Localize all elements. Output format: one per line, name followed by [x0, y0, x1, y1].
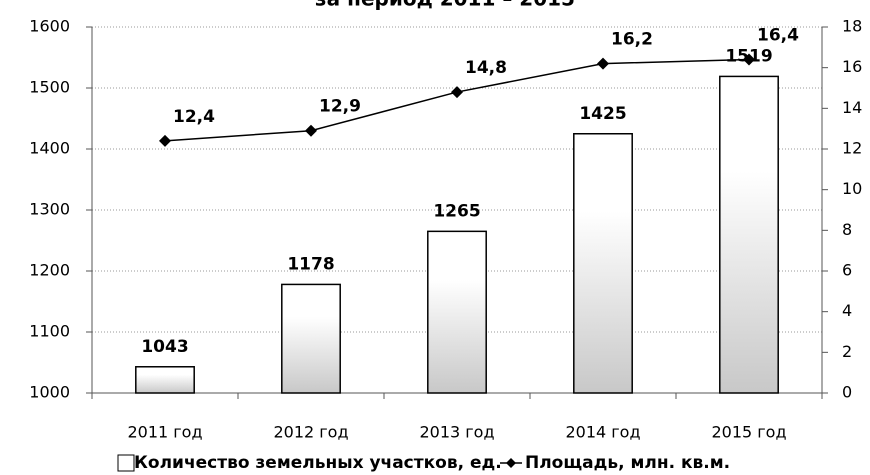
data-label: 1265	[433, 201, 480, 221]
y2-tick-label: 4	[842, 301, 852, 320]
y2-tick-label: 18	[842, 17, 862, 36]
data-label: 16,4	[757, 26, 799, 46]
marker	[159, 134, 171, 147]
legend-label: Количество земельных участков, ед.	[134, 453, 502, 473]
y-tick-label: 1100	[29, 322, 70, 341]
line	[164, 58, 750, 142]
y2-tick-label: 12	[842, 139, 862, 158]
y2-tick-label: 0	[842, 383, 852, 402]
y-tick-label: 1200	[29, 261, 70, 280]
data-label: 14,8	[465, 58, 507, 78]
marker	[451, 86, 463, 99]
data-label: 16,2	[611, 30, 653, 50]
data-label: 1178	[287, 254, 334, 274]
y2-tick-label: 16	[842, 57, 862, 76]
x-tick-label: 2011 год	[127, 423, 202, 442]
y2-tick-label: 2	[842, 342, 852, 361]
marker	[305, 124, 317, 137]
y-tick-label: 1500	[29, 78, 70, 97]
bar	[135, 366, 195, 394]
legend-swatch	[117, 454, 135, 472]
data-label: 12,4	[173, 107, 215, 127]
legend-marker	[506, 458, 516, 468]
x-tick-label: 2015 год	[711, 423, 786, 442]
legend-label: Площадь, млн. кв.м.	[525, 453, 730, 473]
y-tick-label: 1600	[29, 17, 70, 36]
bar	[427, 230, 487, 394]
bar	[719, 75, 779, 394]
bar	[281, 283, 341, 394]
y2-tick-label: 14	[842, 98, 862, 117]
y2-tick-label: 8	[842, 220, 852, 239]
y-tick-label: 1000	[29, 383, 70, 402]
x-tick-label: 2012 год	[273, 423, 348, 442]
chart-title: за период 2011 – 2015	[315, 0, 575, 11]
y2-tick-label: 10	[842, 179, 862, 198]
data-label: 12,9	[319, 97, 361, 117]
marker	[597, 57, 609, 70]
data-label: 1425	[579, 104, 626, 124]
y2-tick-label: 6	[842, 261, 852, 280]
y-tick-label: 1400	[29, 139, 70, 158]
bar	[573, 133, 633, 394]
x-tick-label: 2013 год	[419, 423, 494, 442]
data-label: 1043	[141, 337, 188, 357]
x-tick-label: 2014 год	[565, 423, 640, 442]
y-tick-label: 1300	[29, 200, 70, 219]
marker	[743, 53, 755, 66]
